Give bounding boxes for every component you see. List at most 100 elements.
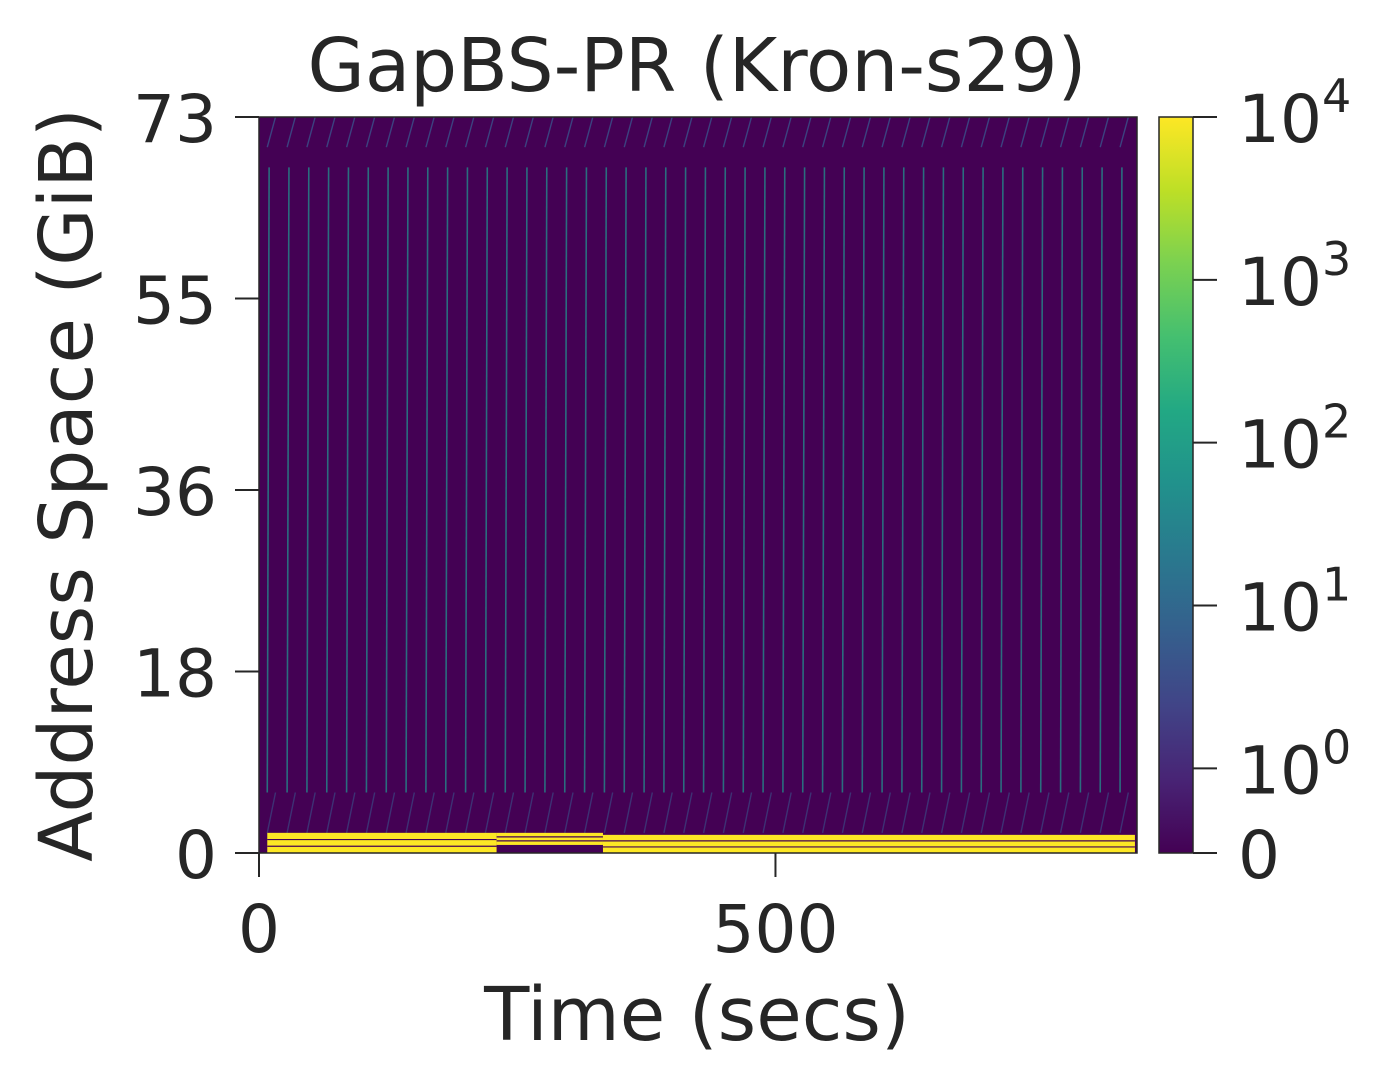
sweep-line [1020,167,1024,793]
colorbar-tick-label: 103 [1238,232,1351,321]
y-axis: 0 18 36 55 73 [133,81,259,894]
top-band-streak [881,117,892,148]
sweep-line [861,167,865,793]
low-band-streak [1119,792,1130,833]
top-band-streak [425,117,435,148]
top-band-streak [385,117,396,148]
low-band-streak [702,792,713,833]
low-band-streak [683,792,693,833]
top-band-streak [782,117,792,148]
top-band-streak [464,117,475,148]
top-band-streak [722,117,733,148]
top-band-streak [306,117,316,148]
sweep-line [444,167,449,793]
sweep-line [702,167,707,793]
chart-title: GapBS-PR (Kron-s29) [307,23,1086,109]
x-tick-label: 500 [712,891,838,968]
low-band-streak [464,792,475,833]
sweep-line [663,167,667,793]
top-band-streak [365,117,376,148]
low-band-streak [643,792,654,833]
sweep-line [881,167,885,793]
top-band-streak [861,117,872,148]
sweep-line [563,167,568,793]
low-band-streak [782,792,792,833]
sweep-line [1119,167,1123,793]
top-band-streak [504,117,515,148]
low-band-streak [841,792,852,833]
y-tick-label: 0 [175,817,217,894]
sweep-line [1079,167,1084,793]
low-band-streak [504,792,515,833]
low-band-streak [1059,792,1070,833]
y-axis-label: Address Space (GiB) [24,108,110,862]
plot-frame [258,116,1138,854]
sweep-line [325,167,330,793]
top-band-streak [484,117,495,148]
low-band-streak [385,792,396,833]
sweep-line [980,167,984,793]
low-band-streak [722,792,733,833]
top-band-streak [742,117,753,148]
colorbar-tick-label: 0 [1238,817,1280,894]
sweep-line [385,167,389,793]
top-band-streak [286,117,297,148]
top-band-streak [702,117,713,148]
low-band-streak [306,792,316,833]
sweep-line [742,167,746,793]
low-band-streak [365,792,376,833]
heatmap-area [259,117,1137,853]
top-band-streak [841,117,852,148]
y-tick-label: 73 [133,81,217,158]
sweep-line [821,167,826,793]
x-tick-label: 0 [238,891,280,968]
low-band-streak [940,792,951,833]
sweep-line [306,167,310,793]
top-band-streak [960,117,971,148]
y-tick-label: 18 [133,636,217,713]
sweep-line [920,167,925,793]
sweep-line [643,167,647,793]
low-band-streak [425,792,435,833]
sweep-line [484,167,489,793]
low-band-streak [1020,792,1030,833]
sweep-line [544,167,548,793]
low-band-streak [960,792,971,833]
low-band-streak [484,792,495,833]
sweep-line [266,167,270,793]
sweep-line [464,167,469,793]
sweep-line [1039,167,1044,793]
top-band-streak [901,117,911,148]
top-band-streak [802,117,812,148]
low-band-streak [583,792,594,833]
top-band-streak [663,117,673,148]
top-band-streak [1119,117,1129,148]
top-band-streak [1079,117,1090,148]
sweep-line [603,167,608,793]
low-band-streak [286,792,297,833]
low-band-streak [802,792,812,833]
top-band-streak [1099,117,1110,148]
low-band-streak [603,792,614,833]
low-band-streak [762,792,773,833]
y-tick-label: 55 [133,262,217,339]
sweep-line [782,167,786,793]
top-band-streak [564,117,574,148]
x-axis-label: Time (secs) [483,972,910,1058]
low-band-streak [544,792,554,833]
top-band-streak [643,117,654,148]
top-band-streak [583,117,594,148]
top-band-streak [921,117,931,148]
sweep-line [405,167,409,793]
sweep-line [722,167,727,793]
top-band-streak [1020,117,1030,148]
sweep-line [524,167,528,793]
low-band-streak [326,792,336,833]
sweep-line [1059,167,1064,793]
sweep-line [682,167,687,793]
top-band-streak [683,117,693,148]
top-band-streak [326,117,336,148]
top-band-streak [623,117,634,148]
sweep-line [504,167,508,793]
